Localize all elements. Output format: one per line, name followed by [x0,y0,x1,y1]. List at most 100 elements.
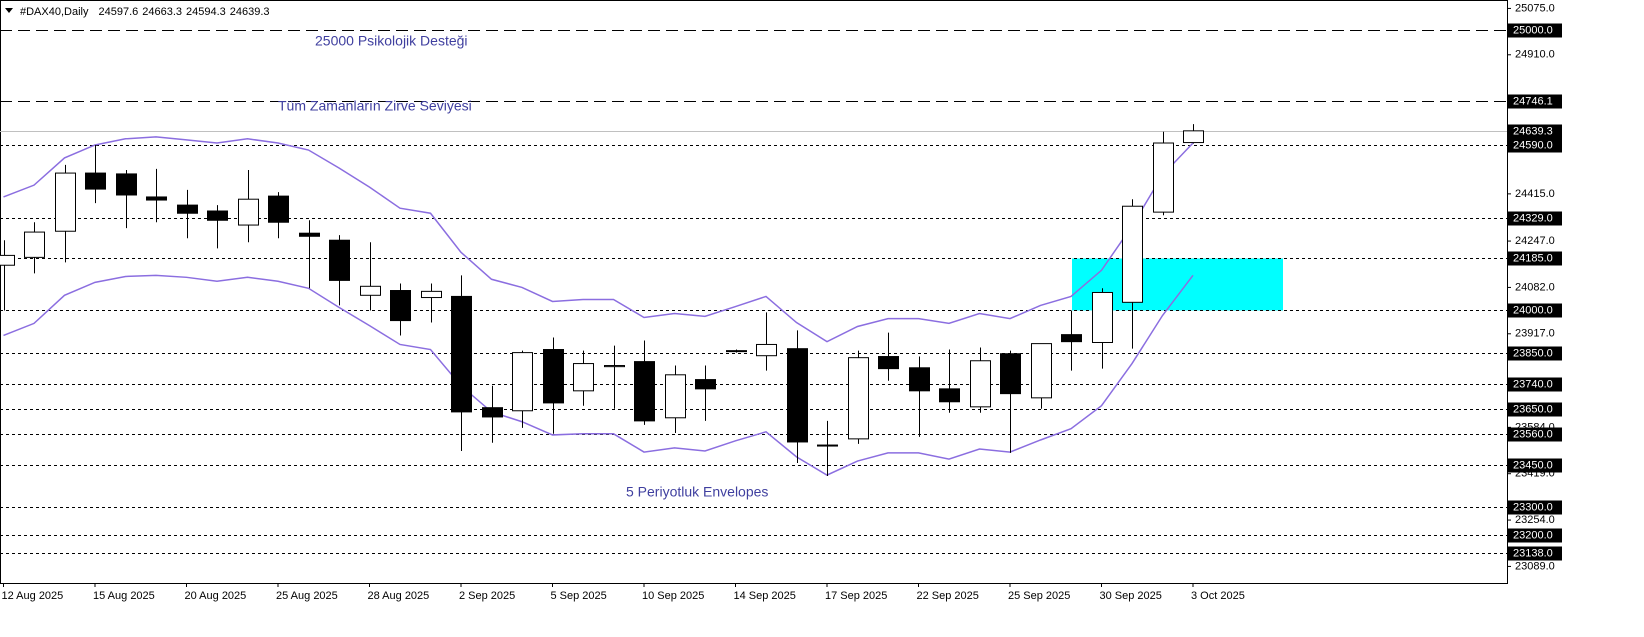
candle-body [1031,343,1052,399]
candle-body [573,363,594,392]
header-value: 24594.3 [186,6,226,18]
candle-body [238,198,259,226]
candle-body [726,350,747,353]
level-label-box [1508,251,1562,266]
last-price-box [1508,124,1562,139]
y-tick-label: 24247.0 [1515,235,1555,247]
candle-body [970,360,991,408]
plot-frame [0,0,1508,584]
y-tick-label: 24082.0 [1515,281,1555,293]
candle-body [848,357,869,440]
header-arrow [5,8,13,13]
x-tick-label: 2 Sep 2025 [459,590,515,602]
y-tick-label: 24415.0 [1515,188,1555,200]
x-tick-label: 25 Sep 2025 [1008,590,1070,602]
level-label-box [1508,211,1562,226]
candle-body [634,361,655,422]
annotation: Tüm Zamanların Zirve Seviyesi [278,98,472,114]
candle-body [390,290,411,322]
x-tick-label: 22 Sep 2025 [917,590,979,602]
candle-body [787,348,808,443]
x-tick-label: 3 Oct 2025 [1191,590,1245,602]
level-label-box [1508,23,1562,38]
level-label: 23200.0 [1513,529,1553,541]
candle-body [665,374,686,419]
candle-body [207,210,228,221]
header-value: 24597.6 [98,6,138,18]
level-label-box [1508,427,1562,442]
x-tick-label: 20 Aug 2025 [185,590,247,602]
level-label-box [1508,546,1562,561]
annotation: 25000 Psikolojik Desteği [315,33,468,49]
level-label: 23560.0 [1513,428,1553,440]
level-label: 25000.0 [1513,24,1553,36]
x-tick-label: 15 Aug 2025 [93,590,155,602]
envelope-lower [3,274,1194,476]
level-label: 24590.0 [1513,139,1553,151]
x-tick-label: 10 Sep 2025 [642,590,704,602]
candle-body [421,290,442,299]
level-label-box [1508,500,1562,515]
level-label: 23450.0 [1513,459,1553,471]
candle-body [1061,334,1082,343]
x-tick-label: 14 Sep 2025 [734,590,796,602]
x-tick-label: 12 Aug 2025 [2,590,64,602]
annotation: 5 Periyotluk Envelopes [626,484,768,500]
level-label: 24329.0 [1513,212,1553,224]
candle-body [360,285,381,296]
y-tick-label: 23254.0 [1515,514,1555,526]
level-label: 23300.0 [1513,501,1553,513]
candle-body [85,172,106,190]
level-label-box [1508,303,1562,318]
level-label: 23650.0 [1513,403,1553,415]
x-tick-label: 5 Sep 2025 [551,590,607,602]
level-label: 23850.0 [1513,347,1553,359]
candle-body [512,352,533,412]
candle-body [55,172,76,232]
x-tick-label: 30 Sep 2025 [1100,590,1162,602]
level-label-box [1508,528,1562,543]
candle-body [299,232,320,237]
candle-body [451,295,472,413]
candle-body [1122,205,1143,303]
y-tick-label: 23089.0 [1515,560,1555,572]
candle-body [878,356,899,370]
candle-body [268,195,289,223]
last-price-label: 24639.3 [1513,125,1553,137]
candle-body [1153,142,1174,213]
header-value: 24639.3 [230,6,270,18]
y-tick-label: 23917.0 [1515,328,1555,340]
candle-body [543,349,564,404]
level-label-box [1508,377,1562,392]
level-label: 24000.0 [1513,304,1553,316]
level-label-box [1508,458,1562,473]
candle-body [1000,353,1021,395]
level-label-box [1508,346,1562,361]
candle-body [116,173,137,196]
x-tick-label: 28 Aug 2025 [368,590,430,602]
candle-body [756,343,777,357]
level-label: 24746.1 [1513,95,1553,107]
candle-body [0,254,15,266]
candle-body [1092,291,1113,343]
level-label-box [1508,402,1562,417]
candle-body [177,204,198,214]
y-tick-label: 24910.0 [1515,49,1555,61]
level-label: 23740.0 [1513,378,1553,390]
candle-body [482,407,503,418]
candle-body [329,239,350,281]
level-label: 24185.0 [1513,252,1553,264]
candle-body [817,444,838,447]
candle-body [909,367,930,392]
level-label-box [1508,94,1562,109]
candle-body [695,379,716,390]
level-label: 23138.0 [1513,547,1553,559]
x-tick-label: 17 Sep 2025 [825,590,887,602]
envelope-upper [3,136,1194,343]
candle-body [146,196,167,201]
candle-body [1183,130,1204,144]
level-label-box [1508,138,1562,153]
y-tick-label: 25075.0 [1515,2,1555,14]
candle-body [24,231,45,258]
